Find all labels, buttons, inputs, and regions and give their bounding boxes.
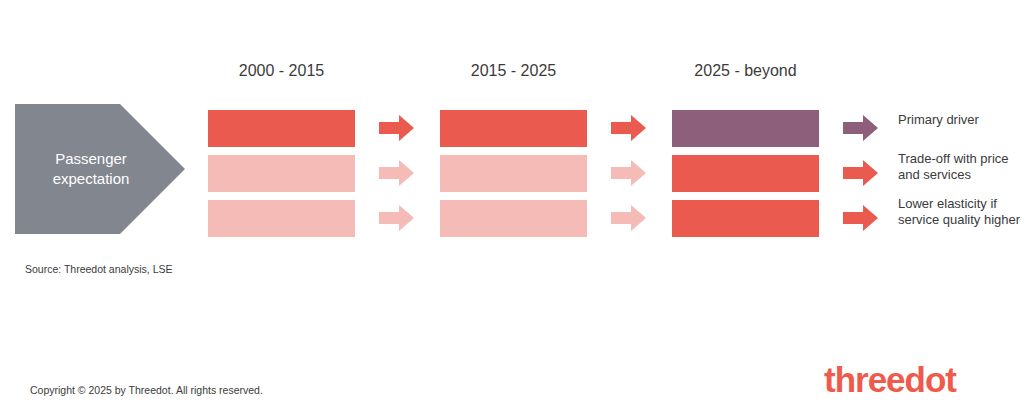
passenger-expectation-label: Passenger expectation (15, 104, 155, 234)
copyright-note: Copyright © 2025 by Threedot. All rights… (30, 384, 263, 396)
box-col1-row1: Price (208, 110, 355, 147)
period-header-2025-beyond: 2025 - beyond (672, 62, 819, 80)
box-label: Price (499, 166, 529, 181)
flow-arrow-icon (611, 160, 646, 186)
flow-arrow-icon (611, 205, 646, 231)
box-col3-row2: Speed (672, 155, 819, 192)
period-header-2000-2015: 2000 - 2015 (208, 62, 355, 80)
box-label: Price (267, 121, 297, 136)
legend-arrow-icon (843, 205, 878, 231)
box-col3-row1: Services (672, 110, 819, 147)
box-label: Speed (727, 166, 765, 181)
box-label: Price (731, 211, 761, 226)
legend-label-lower-elasticity: Lower elasticity if service quality high… (898, 196, 1024, 227)
flow-arrow-icon (379, 205, 414, 231)
box-label: Speed (495, 121, 533, 136)
source-note: Source: Threedot analysis, LSE (25, 263, 172, 275)
legend-arrow-icon (843, 115, 878, 141)
passenger-expectation-shape: Passenger expectation (15, 104, 185, 234)
legend-label-trade-off: Trade-off with price and services (898, 151, 1024, 182)
box-col1-row2: Speed (208, 155, 355, 192)
box-col2-row2: Price (440, 155, 587, 192)
box-col1-row3: Services (208, 200, 355, 237)
box-label: Services (257, 211, 307, 226)
period-header-2015-2025: 2015 - 2025 (440, 62, 587, 80)
threedot-logo: threedot (824, 360, 956, 400)
infographic-canvas: Passenger expectation 2000 - 2015 2015 -… (0, 0, 1024, 406)
flow-arrow-icon (379, 160, 414, 186)
box-label: Speed (263, 166, 301, 181)
box-col2-row3: Services (440, 200, 587, 237)
flow-arrow-icon (611, 115, 646, 141)
legend-arrow-icon (843, 160, 878, 186)
legend-label-primary-driver: Primary driver (898, 112, 1024, 128)
box-col3-row3: Price (672, 200, 819, 237)
box-col2-row1: Speed (440, 110, 587, 147)
flow-arrow-icon (379, 115, 414, 141)
box-label: Services (721, 121, 771, 136)
box-label: Services (489, 211, 539, 226)
